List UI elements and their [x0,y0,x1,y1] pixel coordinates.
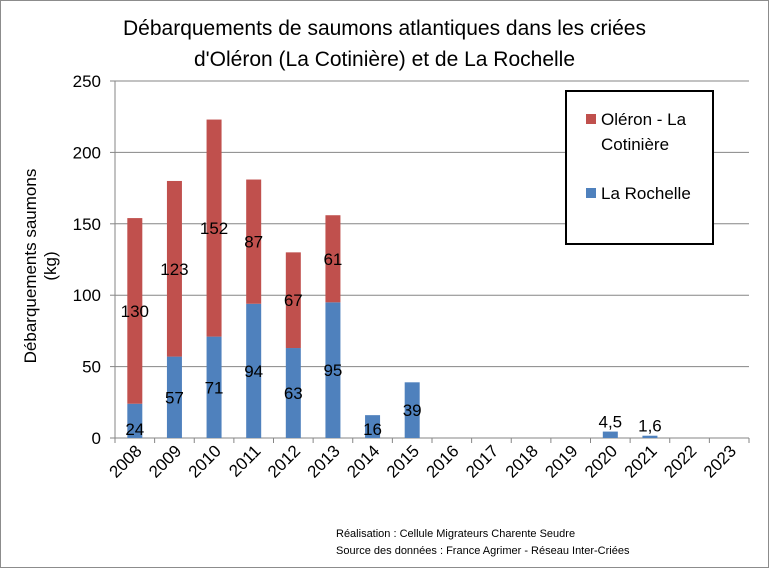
x-tick-label-2014: 2014 [343,441,383,481]
bar-oleron-2011 [246,179,262,304]
data-label-la-rochelle-2009: 57 [165,388,184,407]
bar-la-rochelle-2020 [602,431,618,438]
data-label-la-rochelle-2012: 63 [284,384,303,403]
bar-la-rochelle-2012 [285,348,301,438]
x-tick-label-2023: 2023 [700,441,740,481]
data-label-oleron-2011: 87 [244,233,263,252]
y-tick-label-50: 50 [82,358,101,377]
data-label-oleron-2012: 67 [284,291,303,310]
x-tick-label-2022: 2022 [660,441,700,481]
data-label-la-rochelle-2021: 1,6 [638,417,662,436]
footer-source: Source des données : France Agrimer - Ré… [336,545,630,557]
bar-oleron-2008 [127,218,143,404]
x-tick-label-2020: 2020 [581,441,621,481]
bar-la-rochelle-2008 [127,403,143,438]
data-label-la-rochelle-2015: 39 [403,401,422,420]
legend-label-oleron-line-2: Cotinière [601,135,669,154]
y-tick-label-150: 150 [73,215,101,234]
x-tick-label-2009: 2009 [145,441,185,481]
chart-title-line-1: Débarquements de saumons atlantiques dan… [123,17,646,40]
data-label-la-rochelle-2014: 16 [363,420,382,439]
bar-la-rochelle-2013 [325,302,341,438]
data-label-la-rochelle-2008: 24 [125,420,144,439]
y-tick-label-100: 100 [73,286,101,305]
x-tick-label-2016: 2016 [422,441,462,481]
bar-oleron-2012 [285,252,301,349]
x-tick-label-2011: 2011 [225,441,264,480]
x-tick-label-2012: 2012 [264,441,304,481]
bar-la-rochelle-2021 [642,435,658,438]
x-tick-label-2018: 2018 [502,441,542,481]
x-tick-label-2015: 2015 [383,441,423,481]
bar-oleron-2010 [206,119,222,337]
data-label-la-rochelle-2013: 95 [323,361,342,380]
footer-credit: Réalisation : Cellule Migrateurs Charent… [336,528,576,540]
chart-title-line-2: d'Oléron (La Cotinière) et de La Rochell… [193,48,576,71]
legend-swatch-la-rochelle [586,188,596,198]
data-label-la-rochelle-2011: 94 [244,362,263,381]
y-tick-label-200: 200 [73,143,101,162]
x-tick-label-2008: 2008 [105,441,145,481]
x-tick-label-2017: 2017 [462,441,502,481]
x-tick-label-2013: 2013 [304,441,344,481]
bar-la-rochelle-2010 [206,336,222,438]
y-tick-label-0: 0 [92,429,101,448]
data-label-oleron-2008: 130 [121,302,149,321]
bar-la-rochelle-2014 [365,415,381,438]
bar-la-rochelle-2011 [246,303,262,438]
bar-la-rochelle-2015 [404,382,420,438]
data-label-oleron-2010: 152 [200,219,228,238]
x-tick-label-2021: 2021 [621,441,661,481]
y-tick-label-250: 250 [73,72,101,91]
x-tick-label-2010: 2010 [185,441,225,481]
x-tick-label-2019: 2019 [541,441,581,481]
data-label-la-rochelle-2020: 4,5 [598,413,622,432]
data-label-oleron-2013: 61 [323,250,342,269]
bar-oleron-2009 [166,180,182,357]
legend-swatch-oleron [586,114,596,124]
bar-oleron-2013 [325,215,341,303]
bar-la-rochelle-2009 [166,356,182,438]
legend-label-la-rochelle: La Rochelle [601,184,691,203]
data-label-oleron-2009: 123 [160,260,188,279]
data-label-la-rochelle-2010: 71 [205,378,224,397]
legend-label-oleron-line-1: Oléron - La [601,110,687,129]
